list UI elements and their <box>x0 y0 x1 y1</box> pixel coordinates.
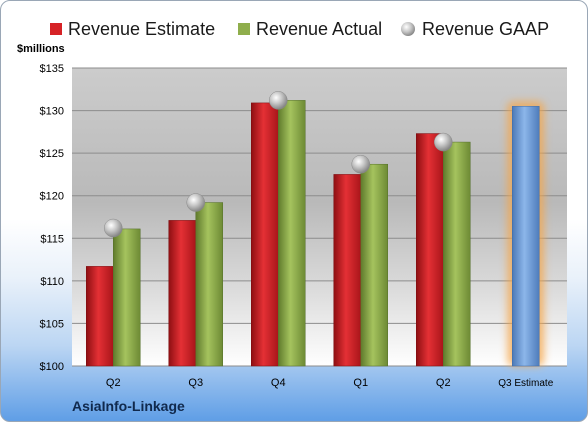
gaap-marker <box>104 218 123 238</box>
plot-area <box>72 68 567 366</box>
gaap-marker <box>351 154 370 174</box>
bar-estimate <box>416 133 444 367</box>
bar-actual <box>360 163 388 367</box>
legend: Revenue Estimate Revenue Actual Revenue … <box>0 14 588 44</box>
gridlines <box>72 67 567 367</box>
legend-swatch-actual <box>238 23 250 35</box>
x-axis: Q2 Q3 Q4 Q1 Q2 Q3 Estimate <box>106 377 554 389</box>
bar-projection <box>512 106 540 367</box>
legend-item-estimate: Revenue Estimate <box>50 14 215 44</box>
y-tick-label: $110 <box>40 276 64 288</box>
x-tick-label: Q4 <box>271 377 286 389</box>
y-tick-label: $100 <box>40 361 64 373</box>
x-tick-label: Q3 <box>188 377 203 389</box>
bar-estimate <box>86 266 114 367</box>
legend-label-estimate: Revenue Estimate <box>68 18 216 39</box>
x-tick-label: Q2 <box>436 377 451 389</box>
bar-estimate <box>333 174 361 367</box>
legend-marker-gaap <box>401 22 415 36</box>
y-tick-label: $130 <box>40 106 64 118</box>
y-tick-label: $115 <box>40 233 64 245</box>
bar-actual <box>113 228 141 367</box>
bar-estimate <box>168 220 196 367</box>
gaap-marker <box>269 91 288 110</box>
bar-actual <box>443 141 471 367</box>
legend-swatch-estimate <box>50 23 62 35</box>
y-tick-label: $125 <box>40 148 64 160</box>
y-tick-label: $105 <box>40 318 64 330</box>
bar-actual <box>278 100 306 367</box>
legend-label-gaap: Revenue GAAP <box>422 18 550 39</box>
gaap-marker <box>434 132 453 152</box>
bars <box>86 91 545 367</box>
y-tick-label: $120 <box>40 191 64 203</box>
bar-estimate <box>251 102 279 367</box>
legend-label-actual: Revenue Actual <box>256 18 383 39</box>
y-axis: $100 $105 $110 $115 $120 $125 $130 $135 <box>40 63 64 373</box>
legend-item-gaap: Revenue GAAP <box>400 14 549 44</box>
company-name: AsiaInfo-Linkage <box>72 398 185 414</box>
gaap-marker <box>186 193 205 212</box>
x-tick-label: Q3 Estimate <box>498 378 553 389</box>
y-axis-unit-label: $millions <box>17 43 65 55</box>
x-tick-label: Q1 <box>353 377 368 389</box>
legend-item-actual: Revenue Actual <box>238 14 382 44</box>
bar-actual <box>195 202 223 367</box>
y-tick-label: $135 <box>40 63 64 75</box>
x-tick-label: Q2 <box>106 377 121 389</box>
